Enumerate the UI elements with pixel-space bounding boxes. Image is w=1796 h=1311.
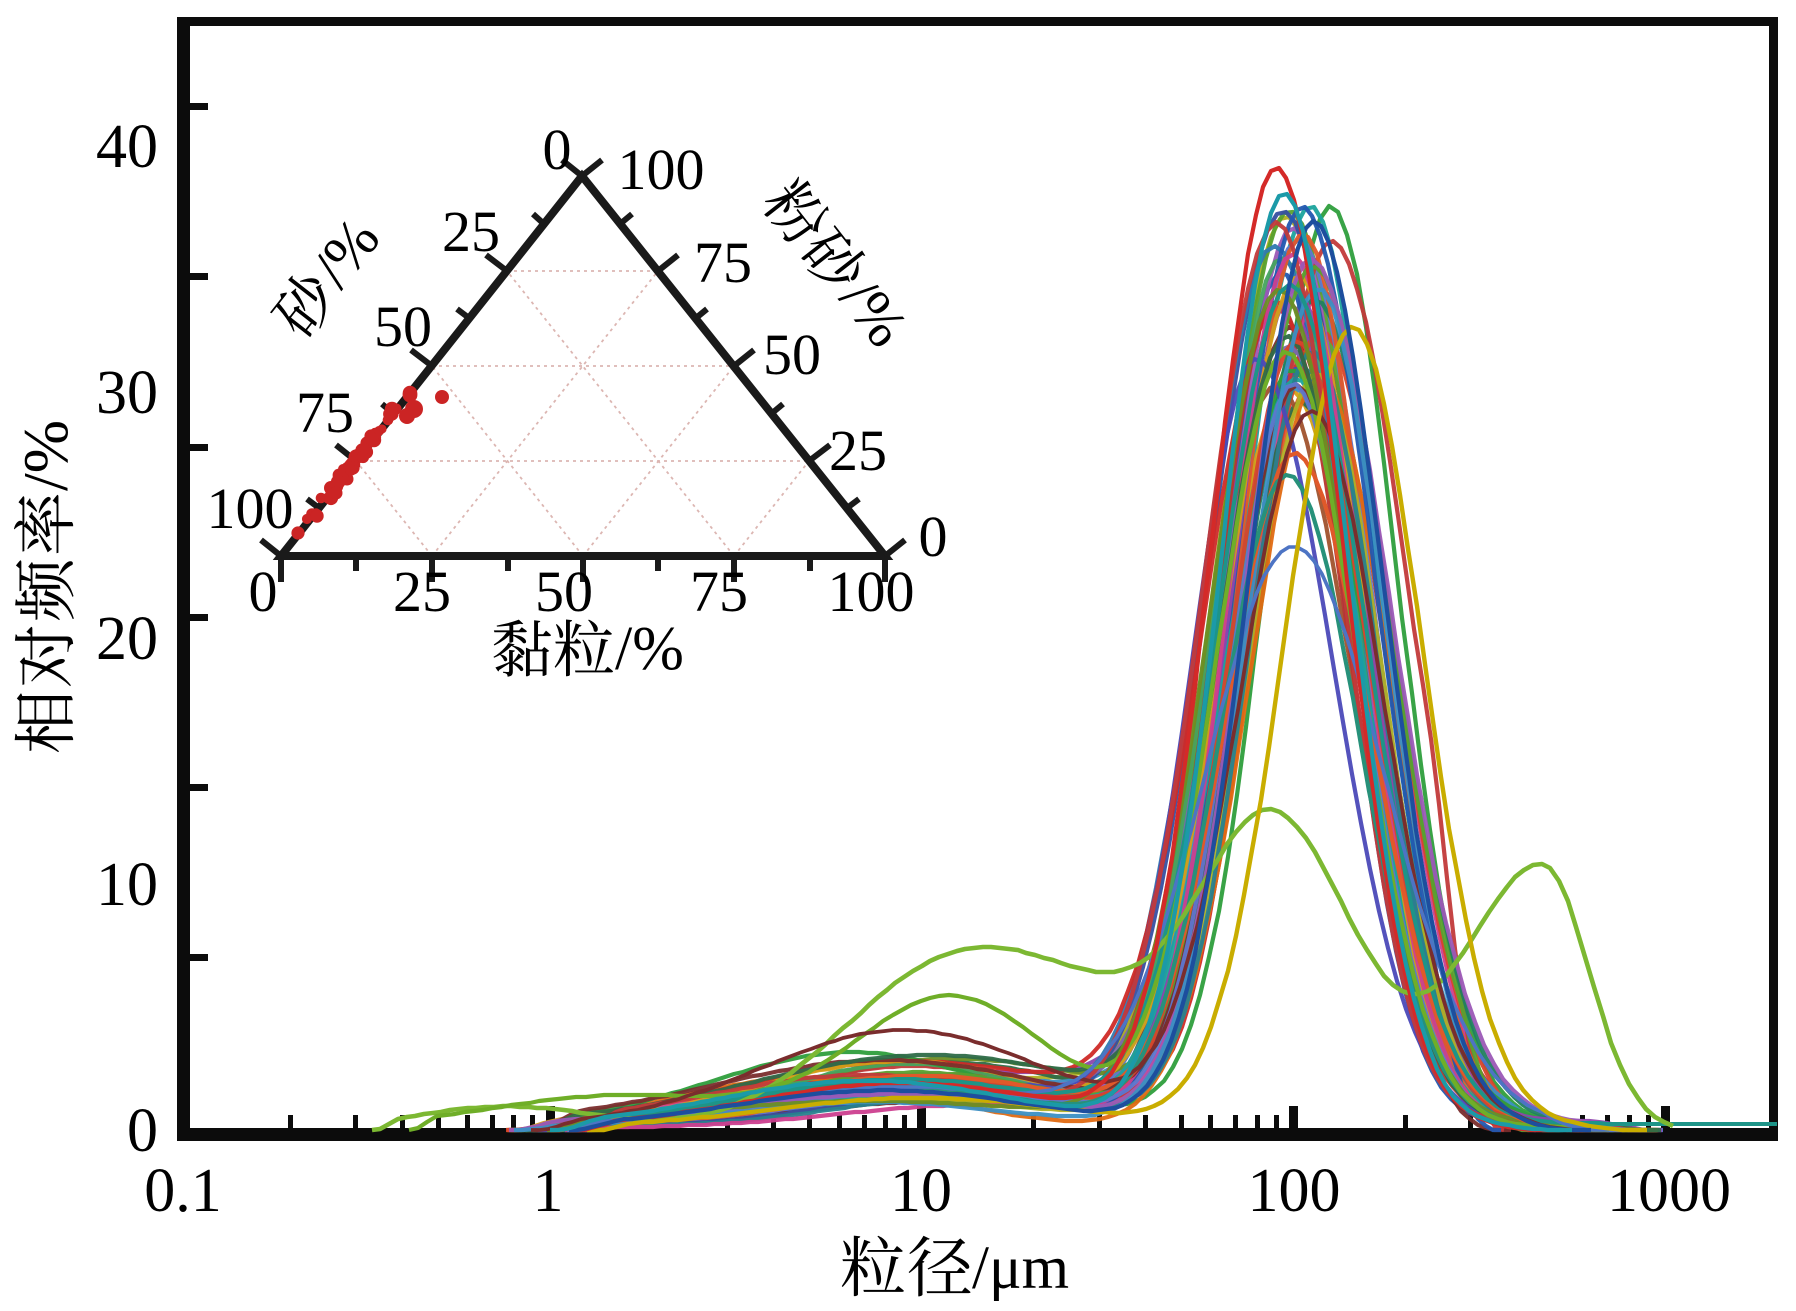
svg-text:20: 20 [96, 605, 158, 673]
svg-text:100: 100 [207, 476, 294, 541]
svg-text:25: 25 [442, 199, 500, 264]
svg-text:/%: /% [615, 615, 684, 683]
svg-text:10: 10 [890, 1157, 952, 1225]
svg-text:0: 0 [919, 504, 948, 569]
svg-text:0: 0 [127, 1097, 158, 1165]
svg-text:10: 10 [96, 851, 158, 919]
svg-text:1: 1 [533, 1157, 564, 1225]
svg-text:50: 50 [535, 559, 593, 624]
svg-text:50: 50 [763, 322, 821, 387]
svg-text:0: 0 [543, 117, 572, 182]
svg-text:75: 75 [694, 230, 752, 295]
svg-text:30: 30 [96, 359, 158, 427]
svg-text:25: 25 [829, 418, 887, 483]
svg-text:/%: /% [10, 420, 81, 491]
svg-text:100: 100 [828, 559, 915, 624]
svg-text:1000: 1000 [1607, 1157, 1731, 1225]
svg-text:50: 50 [374, 294, 432, 359]
svg-text:/μm: /μm [972, 1235, 1069, 1302]
svg-text:0.1: 0.1 [144, 1157, 222, 1225]
svg-text:100: 100 [618, 137, 705, 202]
svg-text:40: 40 [96, 113, 158, 181]
svg-text:100: 100 [1248, 1157, 1341, 1225]
svg-text:75: 75 [296, 380, 354, 445]
svg-text:0: 0 [249, 559, 278, 624]
svg-text:25: 25 [393, 559, 451, 624]
svg-text:75: 75 [690, 559, 748, 624]
